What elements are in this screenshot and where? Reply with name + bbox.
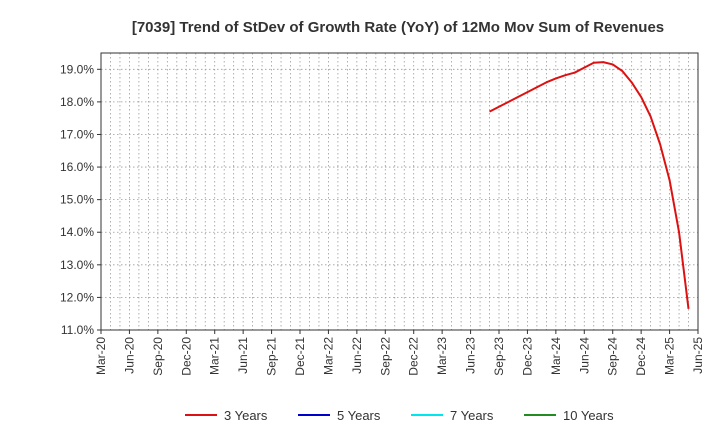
x-tick-label: Jun-21: [236, 337, 250, 374]
x-tick-label: Jun-25: [691, 337, 705, 374]
x-tick-label: Mar-25: [663, 337, 677, 375]
x-axis-ticks: Mar-20 Jun-20 Sep-20 Dec-20 Mar-21 Jun-21 Sep-…: [94, 330, 705, 376]
x-tick-label: Jun-22: [350, 337, 364, 374]
y-tick-label: 12.0%: [60, 290, 94, 304]
legend-item-5-years: 5 Years: [298, 408, 381, 423]
x-tick-label: Mar-20: [94, 337, 108, 375]
legend-label: 5 Years: [337, 408, 381, 423]
legend-label: 3 Years: [224, 408, 268, 423]
x-tick-label: Sep-21: [265, 337, 279, 376]
chart-title: [7039] Trend of StDev of Growth Rate (Yo…: [132, 19, 664, 36]
x-tick-label: Sep-23: [492, 337, 506, 376]
legend-item-7-years: 7 Years: [411, 408, 494, 423]
legend-item-10-years: 10 Years: [524, 408, 614, 423]
x-tick-label: Jun-23: [464, 337, 478, 374]
x-tick-label: Dec-23: [520, 337, 534, 376]
x-tick-label: Mar-21: [208, 337, 222, 375]
y-tick-label: 16.0%: [60, 160, 94, 174]
x-tick-label: Mar-22: [321, 337, 335, 375]
series-line-3-years: [489, 61, 690, 309]
series-layer: [489, 61, 690, 309]
x-tick-label: Sep-20: [151, 337, 165, 376]
legend-label: 10 Years: [563, 408, 614, 423]
legend-label: 7 Years: [450, 408, 494, 423]
y-tick-label: 13.0%: [60, 258, 94, 272]
x-tick-label: Jun-24: [577, 337, 591, 374]
y-tick-label: 17.0%: [60, 127, 94, 141]
x-tick-label: Jun-20: [122, 337, 136, 374]
x-tick-label: Sep-22: [378, 337, 392, 376]
x-tick-label: Sep-24: [606, 337, 620, 376]
y-tick-label: 19.0%: [60, 62, 94, 76]
x-tick-label: Dec-24: [634, 337, 648, 376]
y-tick-label: 14.0%: [60, 225, 94, 239]
grid: [101, 53, 698, 330]
plot-frame: [100, 52, 699, 331]
y-axis-ticks: 11.0% 12.0% 13.0% 14.0% 15.0% 16.0% 17.0% 18.0%…: [60, 62, 101, 337]
x-tick-label: Dec-20: [179, 337, 193, 376]
x-tick-label: Mar-23: [435, 337, 449, 375]
y-tick-label: 18.0%: [60, 95, 94, 109]
y-tick-label: 11.0%: [61, 323, 94, 337]
legend: 3 Years 5 Years 7 Years 10 Years: [185, 408, 614, 423]
legend-item-3-years: 3 Years: [185, 408, 268, 423]
x-tick-label: Dec-22: [407, 337, 421, 376]
x-tick-label: Mar-24: [549, 337, 563, 375]
y-tick-label: 15.0%: [60, 193, 94, 207]
x-tick-label: Dec-21: [293, 337, 307, 376]
